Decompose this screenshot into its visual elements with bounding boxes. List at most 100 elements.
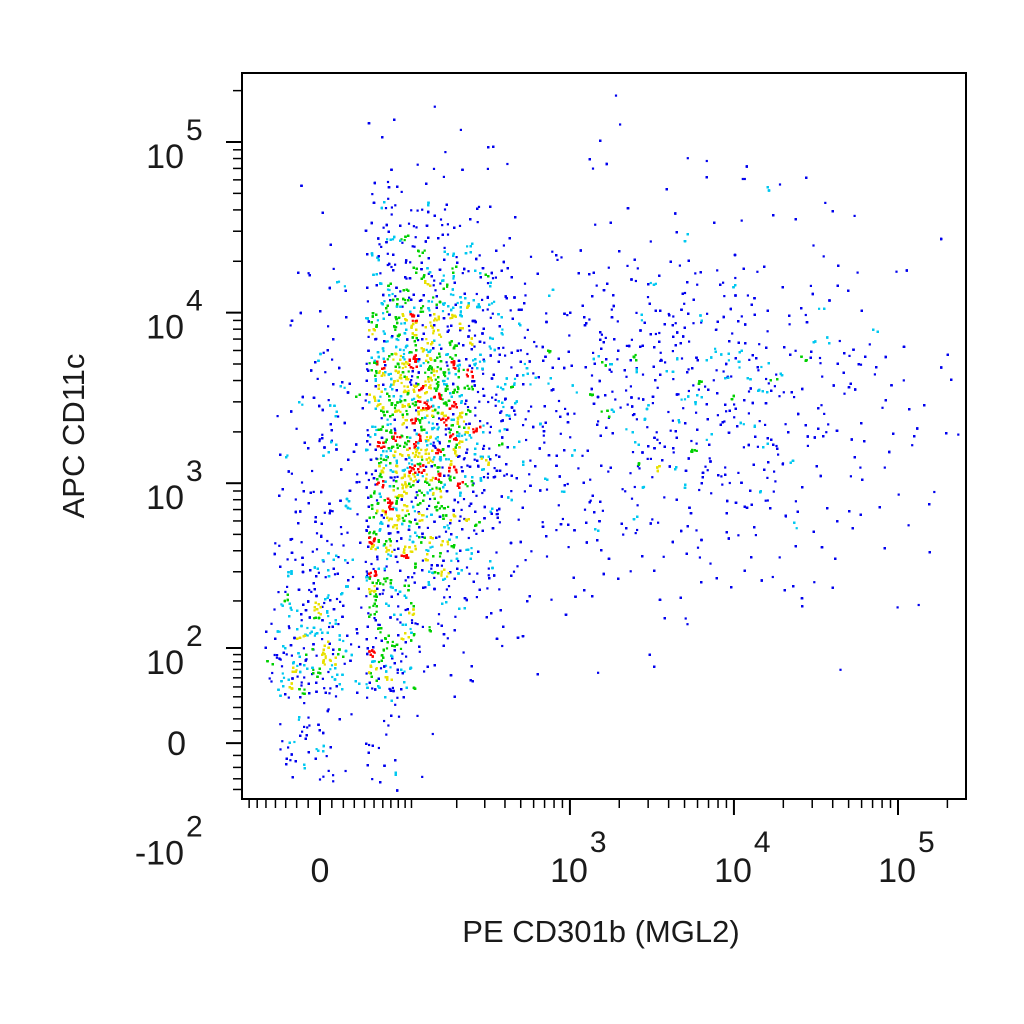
event-dot	[742, 423, 745, 426]
event-dot	[636, 528, 639, 532]
event-dot	[300, 684, 303, 687]
event-dot	[429, 321, 432, 324]
event-dot	[474, 406, 477, 409]
event-dot	[502, 244, 505, 247]
event-dot	[462, 498, 466, 501]
event-dot	[445, 361, 448, 364]
event-dot	[659, 359, 662, 362]
event-dot	[705, 159, 708, 163]
event-dot	[328, 625, 331, 629]
event-dot	[389, 385, 392, 388]
event-dot	[551, 250, 554, 253]
event-dot	[417, 339, 420, 342]
event-dot	[496, 512, 499, 516]
event-dot	[312, 490, 315, 493]
event-dot	[321, 605, 324, 608]
event-dot	[416, 358, 419, 361]
event-dot	[454, 344, 457, 347]
event-dot	[392, 381, 396, 384]
event-dot	[278, 544, 281, 547]
event-dot	[610, 370, 613, 373]
event-dot	[384, 664, 388, 667]
event-dot	[443, 577, 447, 580]
event-dot	[385, 459, 388, 462]
event-dot	[393, 476, 396, 479]
event-dot	[411, 576, 414, 579]
event-dot	[714, 347, 717, 350]
event-dot	[331, 358, 334, 361]
event-dot	[436, 387, 439, 390]
event-dot	[583, 508, 587, 511]
event-dot	[328, 692, 331, 695]
event-dot	[303, 676, 306, 679]
event-dot	[373, 617, 376, 620]
event-dot	[510, 366, 513, 369]
event-dot	[658, 442, 661, 445]
event-dot	[418, 254, 421, 258]
event-dot	[467, 324, 471, 328]
event-dot	[716, 414, 719, 417]
event-dot	[461, 434, 464, 437]
event-dot	[625, 375, 628, 378]
event-dot	[722, 281, 725, 284]
event-dot	[452, 293, 455, 297]
event-dot	[527, 410, 530, 413]
event-dot	[417, 479, 421, 482]
event-dot	[482, 444, 486, 447]
event-dot	[957, 433, 960, 436]
event-dot	[411, 375, 414, 378]
event-dot	[429, 442, 432, 445]
event-dot	[626, 403, 629, 406]
event-dot	[431, 487, 434, 490]
event-dot	[339, 526, 343, 529]
event-dot	[567, 546, 570, 549]
event-dot	[458, 435, 461, 438]
event-dot	[413, 510, 416, 513]
event-dot	[509, 309, 512, 312]
event-dot	[445, 588, 448, 591]
event-dot	[382, 350, 385, 353]
event-dot	[441, 466, 444, 469]
event-dot	[692, 322, 695, 325]
event-dot	[346, 531, 349, 534]
event-dot	[378, 243, 381, 246]
event-dot	[410, 500, 413, 503]
event-dot	[413, 314, 416, 317]
event-dot	[324, 657, 327, 660]
event-dot	[394, 495, 397, 498]
event-dot	[465, 438, 468, 441]
event-dot	[384, 580, 387, 583]
event-dot	[439, 335, 443, 338]
event-dot	[382, 544, 385, 547]
event-dot	[482, 387, 485, 390]
event-dot	[379, 272, 382, 275]
event-dot	[321, 433, 324, 436]
event-dot	[630, 338, 633, 341]
event-dot	[435, 488, 438, 491]
event-dot	[284, 590, 287, 593]
event-dot	[456, 385, 459, 388]
event-dot	[716, 269, 719, 272]
event-dot	[432, 332, 435, 335]
event-dot	[399, 398, 402, 401]
event-dot	[438, 343, 441, 346]
event-dot	[465, 373, 468, 376]
event-dot	[404, 261, 407, 264]
event-dot	[328, 622, 331, 625]
event-dot	[356, 513, 359, 516]
event-dot	[438, 458, 441, 461]
event-dot	[404, 298, 407, 302]
event-dot	[446, 233, 450, 236]
event-dot	[680, 357, 684, 360]
event-dot	[664, 361, 667, 364]
event-dot	[433, 105, 436, 108]
event-dot	[677, 393, 680, 396]
event-dot	[377, 660, 381, 664]
event-dot	[431, 422, 434, 425]
event-dot	[444, 151, 447, 154]
event-dot	[425, 473, 428, 476]
event-dot	[459, 310, 462, 313]
event-dot	[476, 221, 479, 224]
event-dot	[838, 339, 841, 343]
event-dot	[430, 405, 434, 408]
